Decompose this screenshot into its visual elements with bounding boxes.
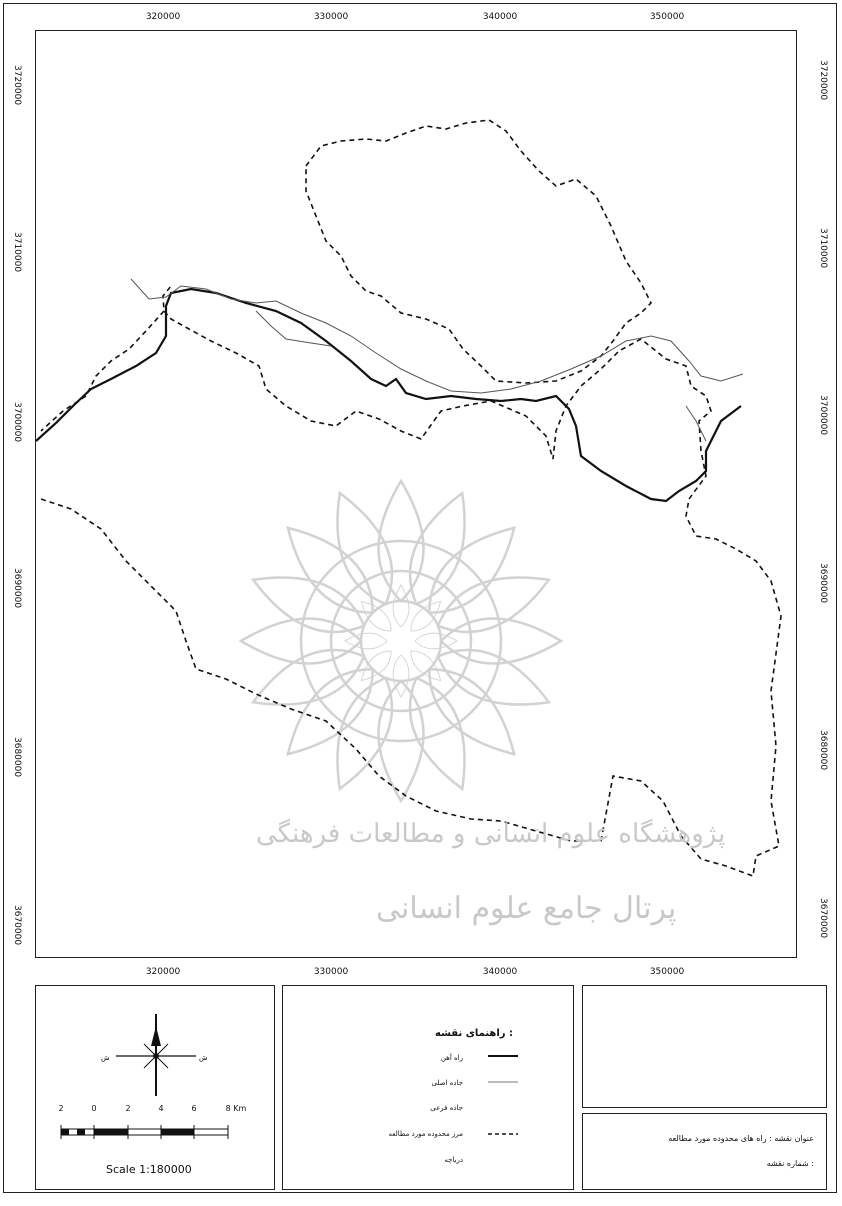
scale-number: 4 <box>158 1104 164 1113</box>
scale-number: 8 Km <box>225 1104 247 1113</box>
y-tick-label: 3720000 <box>818 60 828 101</box>
y-tick-label: 3700000 <box>12 402 22 443</box>
y-tick-label: 3680000 <box>818 730 828 771</box>
main-road-line <box>130 278 744 394</box>
map-sheet-border <box>3 3 837 1193</box>
x-tick-label: 350000 <box>649 12 685 22</box>
y-tick-label: 3690000 <box>818 563 828 604</box>
y-tick-label: 3710000 <box>818 228 828 269</box>
y-tick-label: 3670000 <box>12 905 22 946</box>
watermark-line1: پژوهشگاه علوم انسانی و مطالعات فرهنگی <box>256 819 726 849</box>
map-canvas <box>36 119 782 878</box>
legend-symbols <box>488 1055 518 1135</box>
legend-item-main-road: جاده اصلی <box>431 1079 463 1087</box>
y-tick-label: 3720000 <box>12 65 22 106</box>
legend-item-boundary: مرز محدوده مورد مطالعه <box>388 1130 463 1138</box>
x-tick-label: 340000 <box>482 12 518 22</box>
y-tick-label: 3700000 <box>818 395 828 436</box>
main-road-branch <box>255 310 332 347</box>
x-tick-label: 330000 <box>313 967 349 977</box>
north-lake-boundary <box>305 119 652 384</box>
watermark-logo <box>239 478 563 803</box>
map-number: شماره نقشه : <box>766 1159 814 1168</box>
legend-item-secondary-road: جاده فرعی <box>430 1104 463 1112</box>
legend-item-railway: راه آهن <box>440 1054 463 1062</box>
railway-line <box>36 287 742 503</box>
blank-panel <box>582 985 827 1108</box>
scale-number: 2 <box>58 1104 64 1113</box>
map-frame: پژوهشگاه علوم انسانی و مطالعات فرهنگی پر… <box>35 30 797 958</box>
north-right-label: ش <box>199 1054 208 1062</box>
scale-number: 2 <box>125 1104 131 1113</box>
x-tick-label: 330000 <box>313 12 349 22</box>
scale-number: 6 <box>191 1104 197 1113</box>
legend-title: راهنمای نقشه : <box>435 1028 513 1039</box>
scale-bar <box>60 1125 229 1139</box>
x-tick-label: 350000 <box>649 967 685 977</box>
secondary-road-line <box>685 405 707 442</box>
legend-panel: راهنمای نقشه : راه آهن جاده اصلی جاده فر… <box>282 985 574 1190</box>
y-tick-label: 3710000 <box>12 232 22 273</box>
scale-text: Scale 1:180000 <box>106 1163 192 1176</box>
x-tick-label: 320000 <box>145 12 181 22</box>
map-title: عنوان نقشه : راه های محدوده مورد مطالعه <box>668 1134 814 1143</box>
north-scale-panel: ش ش 2 0 2 4 6 8 Km Scale 1:180000 <box>35 985 275 1190</box>
y-tick-label: 3690000 <box>12 568 22 609</box>
y-tick-label: 3670000 <box>818 898 828 939</box>
y-tick-label: 3680000 <box>12 737 22 778</box>
study-area-boundary-west <box>40 310 165 432</box>
north-left-label: ش <box>101 1054 110 1062</box>
legend-item-lake: دریاچه <box>444 1156 463 1164</box>
x-tick-label: 340000 <box>482 967 518 977</box>
x-tick-label: 320000 <box>145 967 181 977</box>
watermark-line2: پرتال جامع علوم انسانی <box>376 891 677 926</box>
north-arrow: ش ش <box>101 1014 208 1096</box>
scale-number: 0 <box>91 1104 97 1113</box>
study-area-boundary <box>40 285 782 878</box>
title-panel: عنوان نقشه : راه های محدوده مورد مطالعه … <box>582 1113 827 1190</box>
